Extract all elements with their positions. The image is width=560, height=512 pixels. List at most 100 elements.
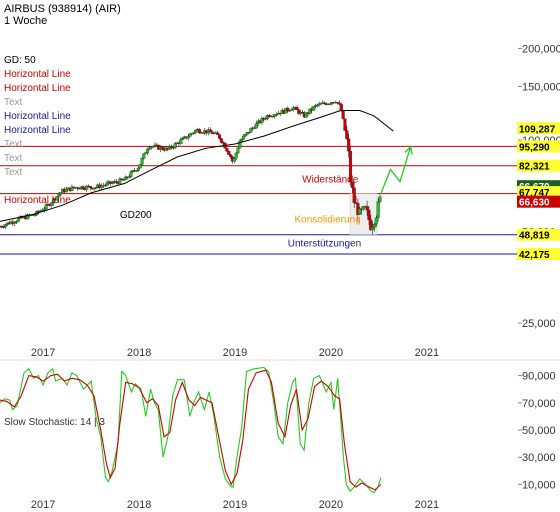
candle-up: [3, 224, 8, 228]
stochastic-axis-tick-label: 90,000: [522, 371, 556, 383]
candle-up: [265, 115, 270, 119]
stochastic-title: Slow Stochastic: 14 | 3: [4, 417, 105, 428]
candle-down: [81, 186, 85, 190]
price-tag-box: [517, 186, 560, 199]
candle-up: [50, 202, 54, 206]
legend-entry: Horizontal Line: [4, 125, 71, 136]
legend-entry: Horizontal Line: [4, 83, 71, 94]
candle-up: [319, 103, 323, 105]
candle-up: [70, 186, 74, 191]
candle-up: [254, 123, 258, 129]
stochastic-axis-tick-label: 10,000: [522, 479, 556, 491]
candle-down: [120, 178, 124, 180]
candle-down: [367, 210, 371, 220]
candle-down: [219, 138, 223, 143]
candle-up: [92, 187, 96, 190]
candle-up: [371, 227, 375, 231]
price-tag-label: 66,630: [519, 198, 550, 209]
candle-up: [358, 208, 362, 215]
price-tag-box: [517, 195, 560, 208]
year-axis-label: 2019: [223, 347, 247, 359]
candle-down: [348, 150, 353, 182]
stochastic-axis-tick-label: 70,000: [522, 398, 556, 410]
candle-down: [369, 219, 373, 231]
legend-entry: GD: 50: [4, 55, 36, 66]
candle-down: [208, 129, 212, 133]
candle-up: [273, 114, 277, 117]
price-tag-label: 95,290: [519, 142, 550, 153]
candle-up: [123, 176, 127, 181]
year-axis-label: 2021: [415, 347, 439, 359]
legend-entry: Horizontal Line: [4, 195, 71, 206]
candle-down: [160, 146, 164, 150]
candle-up: [241, 135, 246, 140]
candle-up: [313, 105, 317, 107]
year-axis-label: 2019: [223, 499, 247, 511]
price-tag-box: [517, 159, 560, 172]
candle-up: [151, 146, 155, 148]
candle-up: [181, 137, 185, 140]
chart-annotation: Konsolidierung: [294, 215, 360, 226]
candle-up: [94, 187, 98, 189]
candle-up: [372, 223, 377, 228]
candle-down: [341, 110, 345, 119]
candle-up: [271, 115, 275, 118]
candle-down: [170, 146, 174, 148]
candle-down: [352, 187, 356, 203]
candle-up: [15, 221, 19, 223]
stochastic-d-line: [0, 369, 382, 491]
candle-up: [304, 112, 308, 118]
candle-down: [345, 130, 349, 139]
candle-up: [361, 206, 365, 210]
candle-down: [336, 102, 340, 104]
candle-up: [118, 178, 122, 184]
candle-up: [376, 201, 380, 218]
candle-up: [238, 141, 242, 149]
candle-down: [122, 179, 126, 181]
legend-entry: Horizontal Line: [4, 111, 71, 122]
candle-down: [221, 142, 225, 144]
year-axis-label: 2020: [319, 499, 343, 511]
projection-path: [380, 146, 412, 194]
candle-up: [193, 130, 198, 133]
candle-down: [225, 148, 229, 152]
candle-up: [192, 132, 196, 134]
legend-entry: Text: [4, 97, 23, 108]
candle-up: [13, 222, 17, 224]
candle-up: [232, 158, 236, 162]
candle-down: [114, 181, 118, 183]
candle-down: [88, 185, 92, 188]
candle-up: [260, 117, 264, 123]
candle-up: [328, 103, 332, 105]
candle-down: [217, 134, 222, 139]
candle-down: [286, 107, 290, 111]
candle-down: [350, 181, 354, 188]
candle-up: [275, 114, 279, 116]
gd200-line: [0, 110, 394, 222]
candle-up: [190, 133, 194, 135]
stochastic-panel: 2017 2018 2019 2020 2021 90,000 70,000 50,000 30…: [0, 359, 560, 511]
candle-down: [295, 107, 299, 111]
price-tag-box: [517, 140, 560, 153]
candle-down: [323, 102, 327, 104]
candle-down: [75, 187, 80, 189]
candle-up: [59, 192, 63, 195]
candle-up: [289, 109, 294, 111]
projection-arrowhead: [404, 145, 413, 155]
price-axis-tick-label: 200,000: [522, 43, 560, 55]
candle-down: [339, 104, 343, 112]
candle-up: [136, 167, 140, 171]
candle-up: [249, 128, 253, 133]
candle-up: [147, 147, 151, 150]
legend-entry: Horizontal Line: [4, 69, 71, 80]
candle-up: [55, 196, 59, 201]
candle-up: [173, 143, 177, 148]
candle-up: [308, 108, 312, 114]
candle-up: [146, 149, 150, 153]
candle-down: [297, 109, 301, 114]
price-panel: 200,000150,000100,00050,00025,000GD200Wi…: [0, 43, 560, 359]
candle-up: [374, 217, 378, 225]
candle-down: [216, 132, 220, 135]
candle-up: [264, 118, 268, 120]
